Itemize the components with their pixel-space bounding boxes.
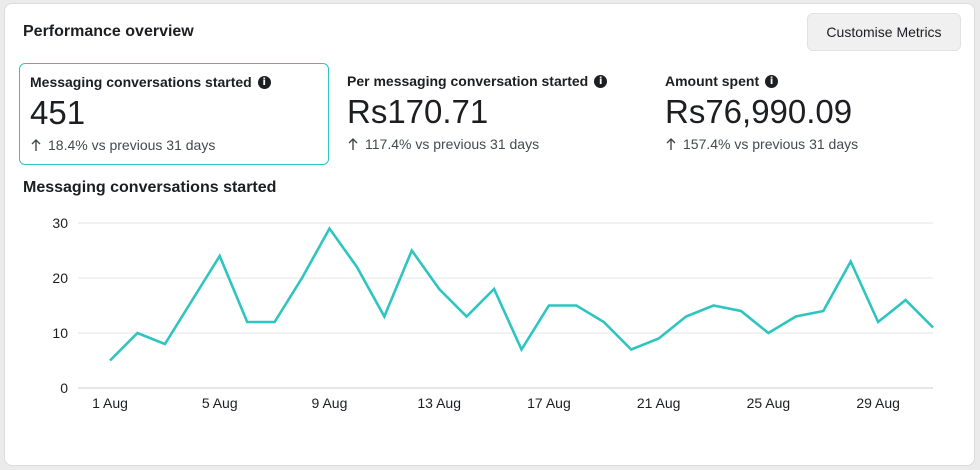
metric-value: Rs170.71 xyxy=(347,93,489,130)
y-tick-label: 0 xyxy=(60,380,68,396)
info-icon[interactable]: i xyxy=(257,75,271,89)
metric-label: Per messaging conversation started i xyxy=(347,73,637,89)
info-icon[interactable]: i xyxy=(594,74,608,88)
metric-change: 117.4% vs previous 31 days xyxy=(347,136,637,152)
arrow-up-icon xyxy=(31,139,41,151)
info-icon[interactable]: i xyxy=(765,74,779,88)
metric-change: 157.4% vs previous 31 days xyxy=(665,136,955,152)
x-tick-label: 29 Aug xyxy=(856,395,900,411)
x-tick-label: 17 Aug xyxy=(527,395,571,411)
metric-value: 451 xyxy=(30,94,86,131)
x-tick-label: 13 Aug xyxy=(417,395,461,411)
metric-card-cost-per-conversation[interactable]: Per messaging conversation started i Rs1… xyxy=(337,63,647,165)
metric-change: 18.4% vs previous 31 days xyxy=(30,137,318,153)
metric-label-text: Messaging conversations started xyxy=(30,74,252,90)
x-tick-label: 1 Aug xyxy=(92,395,128,411)
metric-change-text: 157.4% vs previous 31 days xyxy=(683,136,859,152)
x-tick-label: 21 Aug xyxy=(637,395,681,411)
chart-title: Messaging conversations started xyxy=(23,179,277,196)
y-tick-label: 10 xyxy=(52,325,68,341)
metric-label: Messaging conversations started i xyxy=(30,74,318,90)
series-line xyxy=(109,226,934,362)
x-tick-label: 25 Aug xyxy=(747,395,791,411)
customise-metrics-button[interactable]: Customise Metrics xyxy=(807,13,961,51)
y-tick-label: 30 xyxy=(52,215,68,231)
line-chart: 0 10 20 30 1 Aug 5 Aug 9 Aug 13 Aug 17 Aug 21 Aug… xyxy=(52,215,934,411)
x-tick-label: 5 Aug xyxy=(202,395,238,411)
metric-change-text: 18.4% vs previous 31 days xyxy=(48,137,216,153)
arrow-up-icon xyxy=(666,138,676,150)
metric-card-conversations[interactable]: Messaging conversations started i 451 18… xyxy=(19,63,329,165)
metric-label: Amount spent i xyxy=(665,73,955,89)
metric-change-text: 117.4% vs previous 31 days xyxy=(365,136,540,152)
x-tick-label: 9 Aug xyxy=(312,395,348,411)
arrow-up-icon xyxy=(348,138,358,150)
panel-title: Performance overview xyxy=(23,23,194,40)
metric-label-text: Amount spent xyxy=(665,73,760,89)
y-tick-label: 20 xyxy=(52,270,68,286)
metric-label-text: Per messaging conversation started xyxy=(347,73,589,89)
metric-value: Rs76,990.09 xyxy=(665,93,853,130)
performance-overview-panel: Performance overview Customise Metrics M… xyxy=(4,3,975,466)
metric-card-amount-spent[interactable]: Amount spent i Rs76,990.09 157.4% vs pre… xyxy=(655,63,965,165)
